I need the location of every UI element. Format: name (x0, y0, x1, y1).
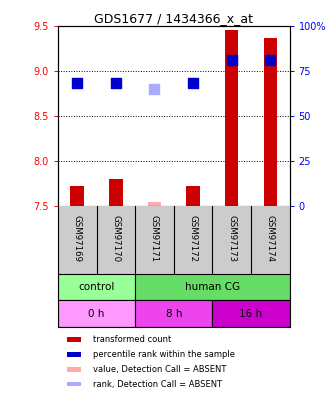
Text: GSM97171: GSM97171 (150, 215, 159, 262)
Title: GDS1677 / 1434366_x_at: GDS1677 / 1434366_x_at (94, 12, 253, 25)
Text: 0 h: 0 h (88, 309, 105, 319)
Text: GSM97170: GSM97170 (111, 215, 120, 262)
Bar (67, 352, 81, 357)
Bar (67, 382, 81, 386)
Text: rank, Detection Call = ABSENT: rank, Detection Call = ABSENT (93, 379, 222, 388)
Text: percentile rank within the sample: percentile rank within the sample (93, 350, 235, 359)
Text: GSM97172: GSM97172 (189, 215, 198, 262)
Point (229, 57, 234, 64)
Point (152, 86, 157, 92)
Bar (58, 301, 135, 328)
Text: value, Detection Call = ABSENT: value, Detection Call = ABSENT (93, 365, 226, 374)
Bar (109, 179, 122, 206)
Bar (67, 367, 81, 372)
Bar (148, 202, 161, 206)
Text: transformed count: transformed count (93, 335, 171, 344)
Text: GSM97173: GSM97173 (227, 215, 236, 262)
Text: human CG: human CG (185, 282, 240, 292)
Text: 8 h: 8 h (166, 309, 182, 319)
Point (268, 57, 273, 64)
Bar (58, 273, 135, 301)
Bar (135, 301, 213, 328)
Bar (263, 38, 277, 206)
Text: GSM97174: GSM97174 (266, 215, 275, 262)
Bar (67, 337, 81, 342)
Text: 16 h: 16 h (239, 309, 262, 319)
Bar (135, 273, 290, 301)
Text: GSM97169: GSM97169 (73, 215, 82, 262)
Point (74, 80, 80, 86)
Bar (186, 186, 200, 206)
Bar (225, 30, 238, 206)
Point (113, 80, 118, 86)
Point (190, 80, 196, 86)
Text: control: control (78, 282, 115, 292)
Bar (213, 301, 290, 328)
Bar (71, 186, 84, 206)
